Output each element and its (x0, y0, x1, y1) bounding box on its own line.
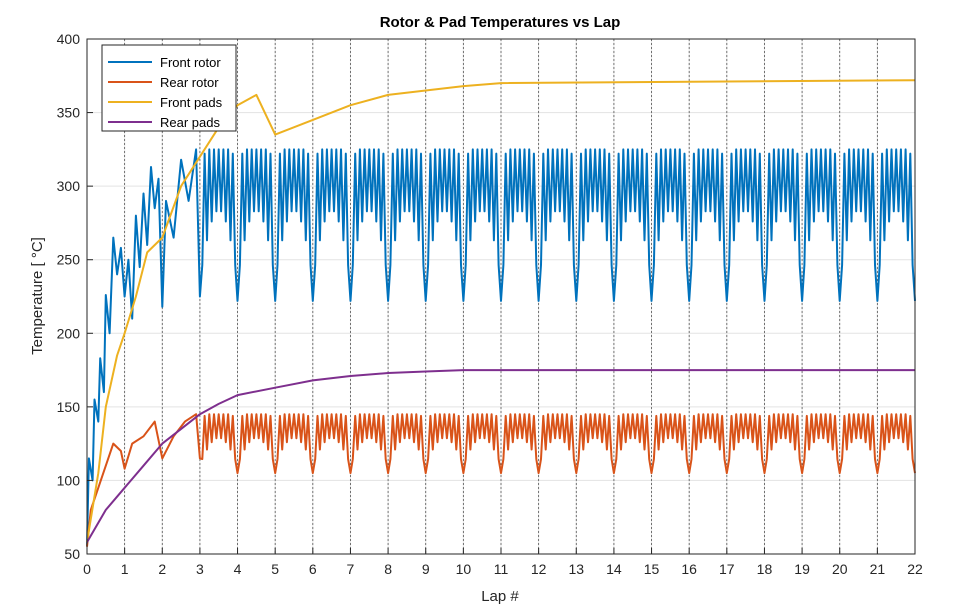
x-tick-label: 0 (83, 561, 91, 577)
y-tick-label: 100 (57, 472, 81, 488)
x-tick-label: 20 (832, 561, 848, 577)
x-tick-label: 1 (121, 561, 129, 577)
chart-title: Rotor & Pad Temperatures vs Lap (380, 14, 621, 31)
x-tick-label: 14 (606, 561, 622, 577)
y-tick-label: 50 (64, 546, 80, 562)
x-tick-label: 6 (309, 561, 317, 577)
legend: Front rotor Rear rotor Front pads Rear pads (101, 44, 237, 132)
legend-label: Front pads (160, 95, 223, 110)
x-axis-label: Lap # (481, 588, 519, 605)
x-tick-label: 9 (422, 561, 430, 577)
x-tick-label: 21 (870, 561, 886, 577)
x-tick-label: 13 (568, 561, 584, 577)
y-tick-label: 400 (57, 31, 81, 47)
x-tick-label: 19 (794, 561, 810, 577)
x-tick-label: 2 (158, 561, 166, 577)
legend-label: Rear pads (160, 115, 220, 130)
x-tick-label: 18 (757, 561, 773, 577)
x-tick-label: 16 (681, 561, 697, 577)
x-tick-label: 11 (494, 561, 509, 577)
legend-box (101, 44, 237, 132)
x-tick-label: 5 (271, 561, 279, 577)
x-tick-label: 15 (644, 561, 660, 577)
series-line-front-rotor (86, 148, 916, 547)
series-line-rear-rotor (86, 413, 916, 547)
x-tick-label: 7 (347, 561, 355, 577)
x-tick-label: 8 (384, 561, 392, 577)
x-tick-label: 17 (719, 561, 735, 577)
series-line-rear-pads (86, 369, 915, 543)
x-tick-label: 12 (531, 561, 547, 577)
y-axis-label: Temperature [ °C] (29, 237, 46, 355)
x-tick-label: 3 (196, 561, 204, 577)
y-tick-label: 300 (57, 178, 81, 194)
legend-label: Rear rotor (160, 75, 219, 90)
y-tick-label: 200 (57, 325, 81, 341)
legend-label: Front rotor (160, 55, 221, 70)
y-tick-label: 150 (57, 399, 81, 415)
x-tick-label: 22 (907, 561, 923, 577)
x-tick-label: 4 (234, 561, 242, 577)
y-tick-label: 250 (57, 252, 81, 268)
x-tick-label: 10 (456, 561, 472, 577)
y-tick-label: 350 (57, 105, 81, 121)
